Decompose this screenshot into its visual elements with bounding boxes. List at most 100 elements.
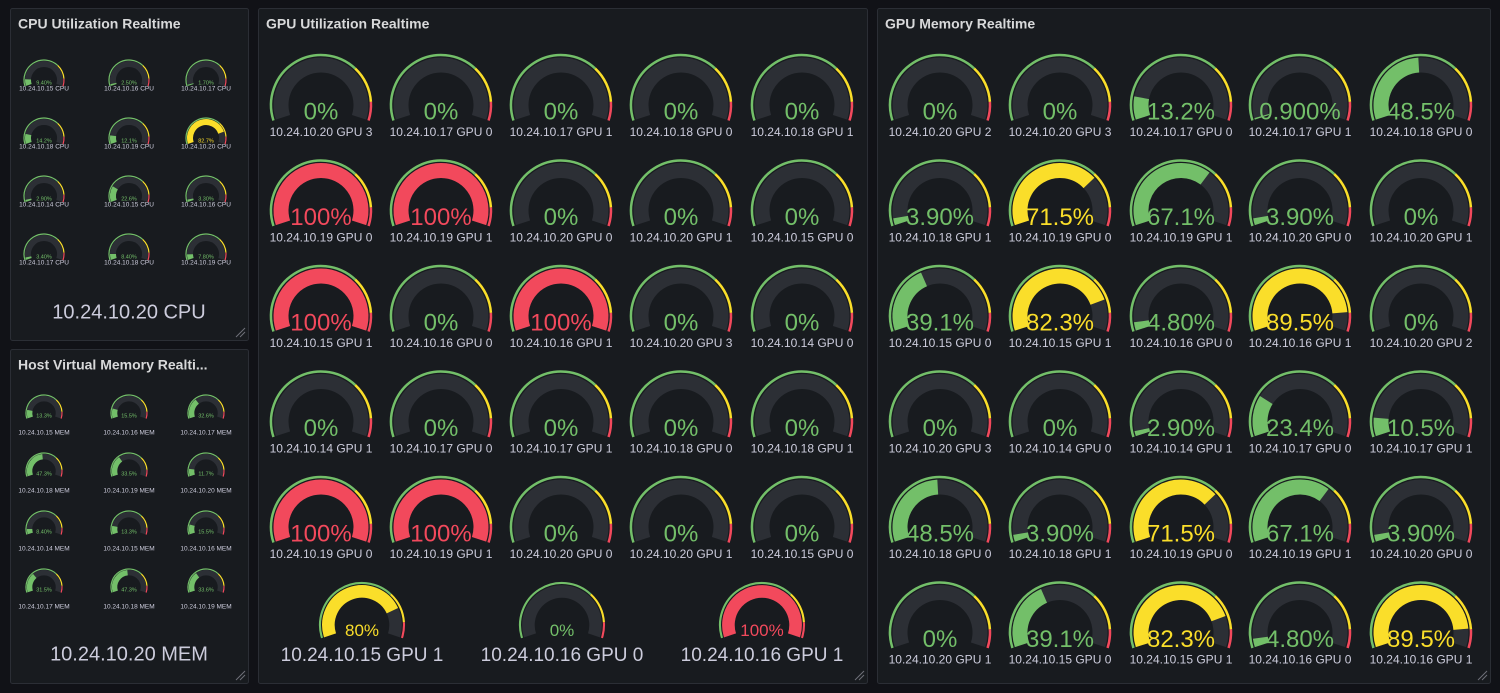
gauge-value	[513, 268, 609, 331]
threshold-ring	[60, 411, 63, 419]
threshold-ring	[629, 264, 717, 332]
gauge-value	[1133, 163, 1210, 226]
gauge-value-label: 0%	[664, 204, 699, 231]
threshold-ring	[509, 475, 597, 543]
threshold-ring	[269, 159, 357, 227]
threshold-ring	[187, 452, 219, 477]
gauge: 0%10.24.10.20 GPU 1	[630, 159, 733, 245]
gauge: 7.80%10.24.10.19 CPU	[181, 233, 231, 267]
gauge: 39.1%10.24.10.15 GPU 0	[1009, 581, 1112, 667]
threshold-ring	[607, 101, 613, 121]
threshold-ring	[1248, 159, 1336, 227]
threshold-ring	[187, 510, 219, 535]
threshold-ring	[217, 457, 225, 470]
gauge-label: 10.24.10.19 MEM	[103, 488, 154, 495]
gauge-value-label: 12.1%	[121, 139, 137, 145]
threshold-ring	[750, 53, 838, 121]
gauge: 3.40%10.24.10.17 CPU	[19, 233, 69, 267]
threshold-ring	[60, 469, 63, 477]
threshold-ring	[1467, 207, 1473, 227]
threshold-ring	[108, 175, 144, 203]
threshold-ring	[888, 53, 976, 121]
gauge-track	[1012, 479, 1108, 542]
gauge-value	[188, 573, 200, 593]
gauge: 2.50%10.24.10.16 CPU	[104, 59, 154, 93]
gauge-value-label: 82.3%	[1026, 309, 1094, 336]
gauge-value-label: 48.5%	[906, 520, 974, 547]
gauge-value-label: 8.40%	[36, 529, 52, 535]
threshold-ring	[62, 252, 65, 261]
threshold-ring	[224, 252, 227, 261]
gauge-value-label: 82.3%	[1147, 626, 1215, 653]
gauge-value-label: 0%	[1404, 309, 1439, 336]
threshold-ring	[888, 264, 976, 332]
gauge-label: 10.24.10.14 GPU 1	[270, 442, 373, 456]
gauge-label: 10.24.10.20 GPU 3	[270, 125, 373, 139]
gauge-label: 10.24.10.18 GPU 1	[751, 125, 854, 139]
gauge-value	[26, 573, 37, 593]
threshold-ring	[145, 527, 148, 535]
gauge: 0%10.24.10.14 GPU 0	[1008, 370, 1112, 456]
threshold-ring	[1333, 595, 1352, 630]
gauge-value-label: 0%	[1043, 98, 1078, 125]
gauge-track	[110, 235, 148, 260]
gauge-label: 10.24.10.15 GPU 0	[1009, 653, 1112, 667]
gauge: 0%10.24.10.20 GPU 1	[630, 475, 733, 561]
gauge: 0%10.24.10.14 GPU 0	[751, 264, 854, 350]
threshold-ring	[973, 173, 992, 208]
threshold-ring	[1008, 370, 1096, 438]
gauge-track	[633, 57, 729, 120]
gauge-value-label: 2.90%	[1147, 415, 1215, 442]
gauge-value-label: 100%	[290, 520, 351, 547]
threshold-ring	[1129, 53, 1217, 121]
gauge-value	[109, 253, 117, 260]
threshold-ring	[108, 233, 144, 261]
gauge-value-label: 0%	[304, 415, 339, 442]
gauge: 71.5%10.24.10.19 GPU 0	[1130, 475, 1233, 561]
gauge: 3.90%10.24.10.18 GPU 1	[1009, 475, 1112, 561]
gauge-track	[513, 374, 609, 437]
threshold-ring	[217, 515, 225, 528]
gauge-label: 10.24.10.17 GPU 1	[510, 442, 613, 456]
threshold-ring	[57, 64, 65, 79]
threshold-ring	[1369, 264, 1457, 332]
gauge-value-label: 80%	[345, 621, 379, 640]
gauge-value-label: 0%	[550, 621, 575, 640]
gauge-value-label: 0%	[544, 520, 579, 547]
threshold-ring	[750, 475, 838, 543]
threshold-ring	[790, 593, 805, 623]
gauge-track	[110, 119, 148, 144]
threshold-ring	[108, 117, 144, 145]
gauge-value	[1133, 320, 1151, 331]
gauge-label: 10.24.10.15 GPU 0	[751, 231, 854, 245]
threshold-ring	[509, 264, 597, 332]
gauge: 0%10.24.10.17 GPU 1	[510, 53, 613, 139]
gauge: 4.80%10.24.10.16 GPU 0	[1130, 264, 1233, 350]
gauge-value-label: 0%	[923, 98, 958, 125]
gauge-value-label: 14.2%	[36, 139, 52, 145]
gauge-label: 10.24.10.18 GPU 0	[889, 547, 992, 561]
gauge-track	[1252, 57, 1348, 120]
threshold-ring	[1106, 418, 1112, 438]
gauge-value	[1012, 268, 1105, 331]
gauge-label: 10.24.10.20 GPU 2	[1370, 336, 1473, 350]
panel-title: GPU Utilization Realtime	[266, 16, 430, 32]
gauge-label: 10.24.10.16 GPU 0	[390, 336, 493, 350]
gauge: 80% 10.24.10.15 GPU 1	[281, 581, 443, 666]
threshold-ring	[1454, 489, 1473, 524]
threshold-ring	[1369, 53, 1457, 121]
gauge: 47.3% 10.24.10.18 MEM	[103, 568, 155, 611]
gauge-track	[633, 374, 729, 437]
gauge-track	[110, 61, 148, 86]
gauge: 0%10.24.10.16 GPU 0	[390, 264, 493, 350]
gauge-label: 10.24.10.17 GPU 0	[390, 125, 493, 139]
gauge-track	[1373, 374, 1469, 437]
threshold-ring	[217, 573, 225, 586]
gauge: 82.7%10.24.10.20 CPU	[181, 117, 231, 151]
threshold-ring	[519, 581, 592, 639]
panel: CPU Utilization Realtime9.40%10.24.10.15…	[10, 8, 249, 341]
gauge: 3.30%10.24.10.16 CPU	[181, 175, 231, 209]
threshold-ring	[1227, 629, 1233, 649]
gauge: 0%10.24.10.20 GPU 3	[1009, 53, 1112, 139]
